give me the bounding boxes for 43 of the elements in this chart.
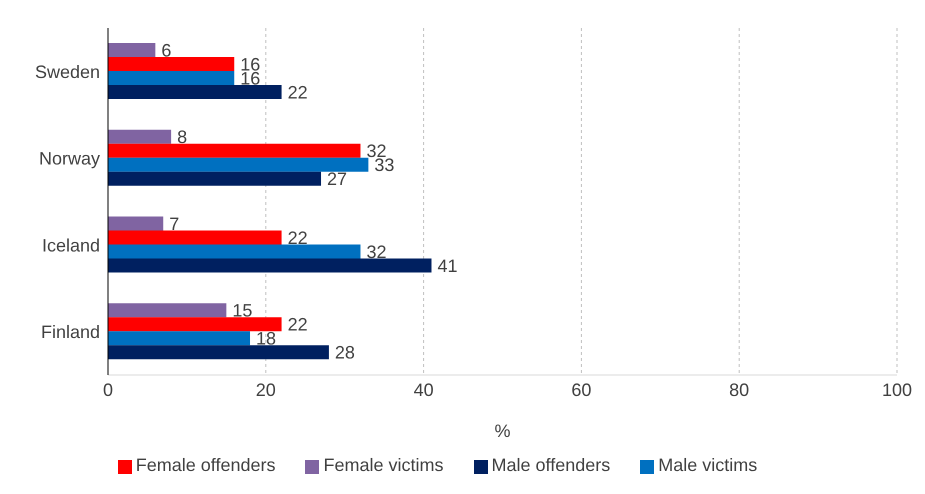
data-label: 15 [232,300,252,321]
bar [108,317,282,332]
bar [108,85,282,99]
data-label: 22 [288,228,308,248]
bar [108,43,156,57]
bar [108,130,172,144]
x-tick-label: 80 [729,380,750,400]
x-tick-label: 60 [571,380,592,400]
data-label: 27 [327,169,348,190]
x-tick-label: 20 [256,380,276,400]
bar [108,57,234,71]
y-tick-label: Norway [38,148,100,169]
x-tick-label: 0 [102,380,114,400]
y-tick-label: Finland [40,322,100,342]
data-label: 22 [288,82,308,102]
bar [108,331,250,346]
bar [108,258,432,272]
bar [108,71,234,85]
data-label: 32 [366,242,387,262]
bar [108,172,322,186]
data-label: 22 [288,314,308,335]
bar [108,303,226,318]
bar [108,216,164,230]
data-label: 28 [334,342,355,363]
data-label: 6 [161,40,172,60]
data-label: 18 [256,328,276,349]
data-label: 41 [437,256,458,276]
bar [108,345,329,360]
x-axis-title: % [494,421,511,441]
bar [108,230,282,244]
legend-label: Female offenders [136,455,276,475]
x-tick-label: 100 [882,380,912,400]
bar [108,244,360,258]
y-tick-label: Sweden [34,62,100,82]
legend-label: Male victims [658,455,758,475]
legend-label: Female victims [323,455,444,475]
data-label: 7 [169,214,180,234]
x-tick-label: 40 [414,380,434,400]
data-label: 8 [177,127,188,148]
bar [108,158,368,172]
y-tick-label: Iceland [42,235,100,256]
bar [108,144,360,158]
legend-label: Male offenders [492,455,610,475]
